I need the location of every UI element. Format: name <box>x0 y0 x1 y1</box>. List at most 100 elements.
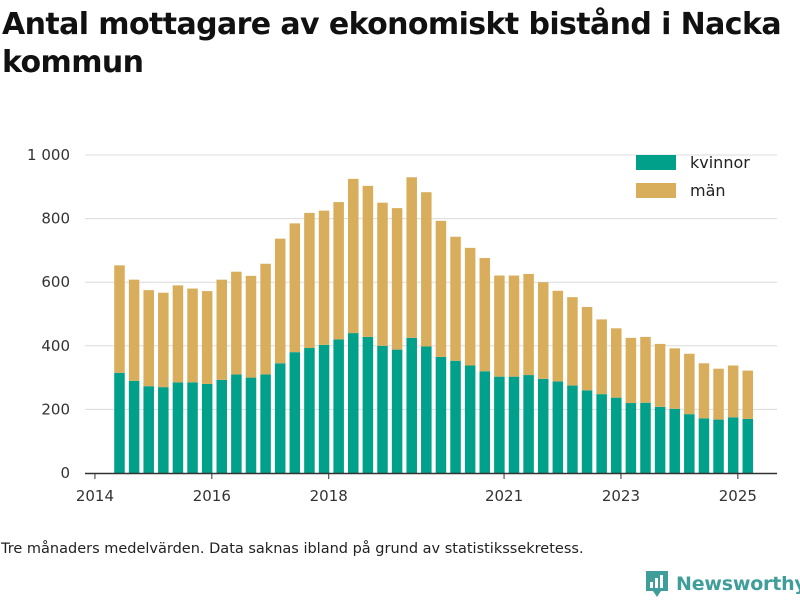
bar-man-16 <box>348 178 359 334</box>
bar-man-36 <box>640 336 651 403</box>
bar-man-4 <box>172 285 184 383</box>
y-axis-ticks: 0 200 400 600 800 1 000 <box>27 146 70 482</box>
bar-kvinnor-7 <box>216 379 228 473</box>
bar-man-39 <box>684 353 695 415</box>
bars <box>114 177 754 473</box>
bar-kvinnor-41 <box>713 419 724 473</box>
bar-kvinnor-26 <box>494 376 505 473</box>
bar-kvinnor-0 <box>114 372 125 473</box>
bar-kvinnor-11 <box>274 363 286 473</box>
bar-kvinnor-35 <box>625 403 637 473</box>
bar-kvinnor-19 <box>391 349 403 473</box>
bar-kvinnor-14 <box>318 344 330 473</box>
bar-kvinnor-43 <box>742 418 754 473</box>
bar-kvinnor-42 <box>727 417 739 473</box>
x-tick-label: 2025 <box>719 487 757 505</box>
bar-kvinnor-10 <box>260 374 271 473</box>
bar-kvinnor-27 <box>508 376 520 473</box>
x-tick-label: 2016 <box>193 487 231 505</box>
bar-kvinnor-1 <box>128 380 140 473</box>
bar-man-43 <box>742 370 754 419</box>
bar-man-19 <box>391 208 403 350</box>
bar-kvinnor-34 <box>611 397 622 473</box>
bar-kvinnor-12 <box>289 352 301 473</box>
bar-man-20 <box>406 177 417 338</box>
bar-man-12 <box>289 223 301 353</box>
bar-man-40 <box>698 363 710 419</box>
bar-kvinnor-13 <box>304 348 315 473</box>
bar-man-27 <box>508 275 520 377</box>
bar-man-8 <box>231 271 242 375</box>
bar-kvinnor-3 <box>158 387 169 473</box>
bar-man-26 <box>494 275 505 377</box>
brand-logo[interactable]: Newsworthy <box>644 568 800 600</box>
legend-swatch-man <box>636 183 676 198</box>
bar-man-33 <box>596 319 607 395</box>
bar-man-9 <box>245 275 257 378</box>
bar-kvinnor-18 <box>377 345 388 473</box>
bar-kvinnor-37 <box>654 406 666 473</box>
bar-man-15 <box>333 202 344 340</box>
newsworthy-icon <box>646 571 668 597</box>
bar-kvinnor-40 <box>698 418 710 473</box>
legend-label-man: män <box>690 181 726 200</box>
bar-man-23 <box>450 236 461 361</box>
bar-kvinnor-29 <box>537 378 549 473</box>
y-tick-label: 800 <box>41 210 70 228</box>
bar-man-22 <box>435 220 447 357</box>
bar-kvinnor-20 <box>406 337 417 473</box>
bar-kvinnor-9 <box>245 377 257 473</box>
bar-man-37 <box>654 343 666 407</box>
bar-man-7 <box>216 279 228 380</box>
bar-man-11 <box>274 238 286 364</box>
y-tick-label: 400 <box>41 337 70 355</box>
bar-man-2 <box>143 290 154 387</box>
bar-kvinnor-39 <box>684 414 695 473</box>
legend-label-kvinnor: kvinnor <box>690 153 750 172</box>
chart-title: Antal mottagare av ekonomiskt bistånd i … <box>2 7 782 80</box>
bar-kvinnor-25 <box>479 371 491 473</box>
bar-man-1 <box>128 279 140 381</box>
bar-man-28 <box>523 273 534 376</box>
bar-kvinnor-16 <box>348 333 359 473</box>
bar-man-34 <box>611 328 622 398</box>
bar-kvinnor-5 <box>187 382 198 473</box>
bar-man-17 <box>362 185 374 337</box>
x-tick-label: 2021 <box>485 487 523 505</box>
legend-swatch-kvinnor <box>636 155 676 170</box>
bar-kvinnor-38 <box>669 408 680 473</box>
bar-man-38 <box>669 348 680 409</box>
bar-man-35 <box>625 337 637 404</box>
bar-kvinnor-17 <box>362 336 374 473</box>
bar-man-18 <box>377 202 388 346</box>
bar-man-14 <box>318 210 330 345</box>
bar-man-29 <box>537 282 549 379</box>
bar-kvinnor-8 <box>231 374 242 473</box>
y-tick-label: 200 <box>41 400 70 418</box>
y-tick-label: 0 <box>60 464 70 482</box>
bar-man-24 <box>464 247 476 366</box>
bar-kvinnor-23 <box>450 360 461 473</box>
x-tick-label: 2014 <box>76 487 114 505</box>
bar-man-32 <box>581 307 593 391</box>
bar-kvinnor-2 <box>143 386 154 473</box>
legend[interactable]: kvinnor män <box>636 153 750 200</box>
bar-man-13 <box>304 212 315 349</box>
bar-kvinnor-22 <box>435 356 447 473</box>
bar-man-30 <box>552 290 564 382</box>
x-tick-label: 2023 <box>602 487 640 505</box>
bar-man-5 <box>187 288 198 383</box>
y-tick-label: 1 000 <box>27 146 70 164</box>
bar-kvinnor-36 <box>640 402 651 473</box>
x-tick-label: 2018 <box>310 487 348 505</box>
bar-man-6 <box>201 291 213 384</box>
bar-man-10 <box>260 263 271 375</box>
bar-kvinnor-28 <box>523 375 534 473</box>
bar-kvinnor-31 <box>567 385 578 473</box>
footnote: Tre månaders medelvärden. Data saknas ib… <box>1 541 584 557</box>
bar-kvinnor-24 <box>464 365 476 473</box>
bar-kvinnor-30 <box>552 381 564 473</box>
bar-man-41 <box>713 368 724 420</box>
bar-kvinnor-15 <box>333 339 344 473</box>
